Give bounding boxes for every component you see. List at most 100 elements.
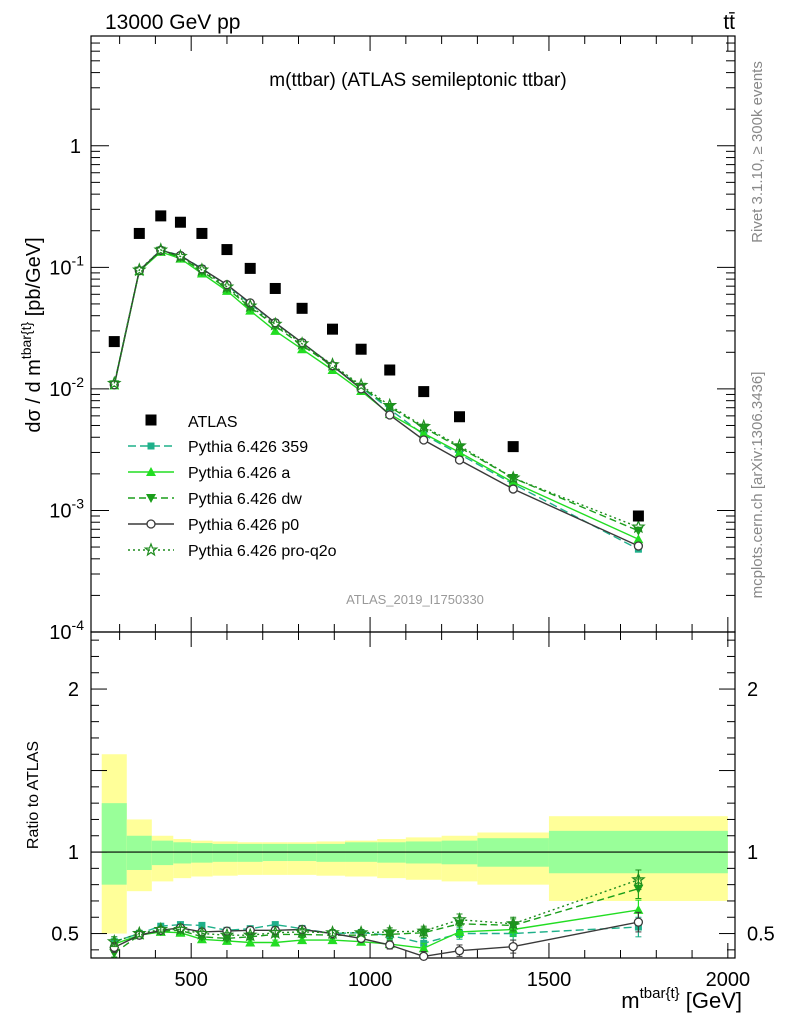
data-point-pq2o bbox=[106, 375, 122, 390]
ratio-point-pp0 bbox=[454, 946, 465, 956]
legend-marker-pp0 bbox=[146, 519, 156, 529]
legend-marker-p359 bbox=[147, 442, 155, 450]
ratio-point-pq2o bbox=[173, 921, 188, 936]
ratio-line-pp0 bbox=[113, 921, 639, 958]
data-point-pp0 bbox=[508, 484, 518, 494]
ratio-point-pa bbox=[418, 943, 429, 953]
header-right: tt̄ bbox=[723, 11, 735, 34]
atlas-point bbox=[196, 227, 208, 239]
data-point-pdw bbox=[418, 423, 429, 433]
ratio-point-pq2o bbox=[353, 924, 369, 939]
ratio-bands bbox=[91, 754, 735, 934]
ratio-point-pa bbox=[633, 904, 644, 914]
ratio-point-p359 bbox=[198, 921, 206, 929]
ratio-point-pa bbox=[297, 935, 308, 945]
atlas-point bbox=[174, 216, 186, 228]
ratio-point-pq2o bbox=[452, 911, 467, 926]
y-tick-label: 1 bbox=[68, 842, 79, 864]
data-point-pq2o bbox=[382, 397, 398, 412]
ratio-point-pq2o bbox=[131, 925, 147, 940]
data-point-pq2o bbox=[173, 248, 188, 263]
legend-marker-atlas bbox=[145, 414, 157, 426]
ratio-point-pq2o bbox=[505, 916, 521, 930]
ratio-point-pq2o bbox=[106, 933, 122, 949]
y-tick-label: 2 bbox=[68, 679, 79, 701]
ratio-point-pa bbox=[270, 937, 281, 947]
data-point-pq2o bbox=[631, 519, 646, 534]
atlas-point bbox=[108, 336, 120, 348]
data-point-pq2o bbox=[452, 438, 467, 453]
legend-marker-pdw bbox=[146, 494, 156, 503]
y-tick-label-right: 1 bbox=[747, 842, 758, 864]
axes: 500 1000 1500 2000 1 10-1 10-2 10-3 10-4 0.5 0.5 1 1… bbox=[49, 35, 775, 991]
data-point-pp0 bbox=[633, 541, 644, 551]
ratio-point-pq2o bbox=[382, 924, 398, 939]
y-tick-label: 0.5 bbox=[51, 924, 79, 946]
ratio-line-pdw bbox=[113, 888, 639, 954]
x-axis-label: mtbar{t} [GeV] bbox=[621, 985, 742, 1013]
data-point-pq2o bbox=[194, 262, 210, 277]
legend-label-pdw: Pythia 6.426 dw bbox=[188, 491, 302, 508]
side-label-rivet: Rivet 3.1.10, ≥ 300k events bbox=[749, 61, 766, 243]
ratio-point-pq2o bbox=[219, 927, 235, 942]
legend-marker-pq2o bbox=[143, 542, 159, 557]
series bbox=[106, 242, 646, 962]
x-tick-label: 1000 bbox=[348, 969, 393, 991]
atlas-point bbox=[355, 343, 367, 355]
ratio-point-pp0 bbox=[385, 940, 395, 950]
ratio-point-pq2o bbox=[325, 924, 340, 939]
series-line-pdw bbox=[113, 249, 639, 532]
band-inner bbox=[101, 803, 127, 885]
y-tick-label: 10-1 bbox=[49, 252, 84, 279]
data-point-pq2o bbox=[416, 418, 432, 433]
ratio-point-pq2o bbox=[631, 872, 646, 886]
band-inner bbox=[126, 835, 152, 870]
y-tick-label: 10-3 bbox=[49, 495, 84, 522]
band-inner bbox=[237, 843, 263, 862]
chart-title: m(ttbar) (ATLAS semileptonic ttbar) bbox=[269, 70, 566, 91]
data-point-pq2o bbox=[505, 470, 521, 485]
data-point-pp0 bbox=[454, 455, 465, 465]
data-point-pa bbox=[633, 534, 644, 544]
legend-label-p359: Pythia 6.426 359 bbox=[188, 439, 308, 456]
y-tick-label: 10-2 bbox=[49, 374, 84, 401]
y-tick-label: 1 bbox=[70, 136, 81, 158]
atlas-point bbox=[269, 282, 281, 294]
band-inner bbox=[212, 843, 238, 862]
atlas-point bbox=[244, 262, 256, 274]
y-tick-label-right: 2 bbox=[747, 679, 758, 701]
data-point-pq2o bbox=[219, 279, 235, 294]
x-tick-label: 500 bbox=[174, 969, 207, 991]
data-point-pq2o bbox=[353, 377, 369, 392]
data-point-pq2o bbox=[267, 316, 283, 331]
ratio-point-pa bbox=[454, 926, 465, 936]
ratio-frame bbox=[90, 631, 736, 959]
atlas-point bbox=[418, 386, 430, 398]
ratio-line-pa bbox=[114, 909, 639, 949]
atlas-point bbox=[327, 323, 338, 335]
ratio-point-p359 bbox=[271, 921, 279, 929]
data-point-pq2o bbox=[294, 336, 310, 350]
data-point-pp0 bbox=[385, 410, 395, 420]
data-point-pp0 bbox=[419, 435, 429, 445]
band-inner bbox=[316, 843, 346, 862]
ratio-point-pdw bbox=[109, 949, 120, 959]
y-axis-label: dσ / d mtbar{t} [pb/GeV] bbox=[18, 237, 45, 432]
ratio-point-pq2o bbox=[416, 923, 432, 938]
legend: ATLAS Pythia 6.426 359 Pythia 6.426 a Pythi… bbox=[128, 414, 337, 560]
band-inner bbox=[191, 843, 213, 863]
series-line-pq2o bbox=[113, 249, 639, 528]
band-inner bbox=[173, 842, 192, 864]
atlas-point bbox=[133, 227, 145, 239]
watermark: ATLAS_2019_I1750330 bbox=[346, 592, 484, 607]
legend-label-atlas: ATLAS bbox=[188, 414, 238, 431]
ratio-point-pa bbox=[245, 937, 256, 947]
band-inner bbox=[151, 840, 174, 866]
side-label-mcplots: mcplots.cern.ch [arXiv:1306.3436] bbox=[749, 372, 766, 599]
ratio-point-pp0 bbox=[633, 917, 644, 927]
legend-label-pp0: Pythia 6.426 p0 bbox=[188, 517, 299, 534]
ratio-y-label: Ratio to ATLAS bbox=[25, 741, 42, 849]
header-left: 13000 GeV pp bbox=[105, 11, 240, 34]
atlas-point bbox=[632, 510, 644, 522]
